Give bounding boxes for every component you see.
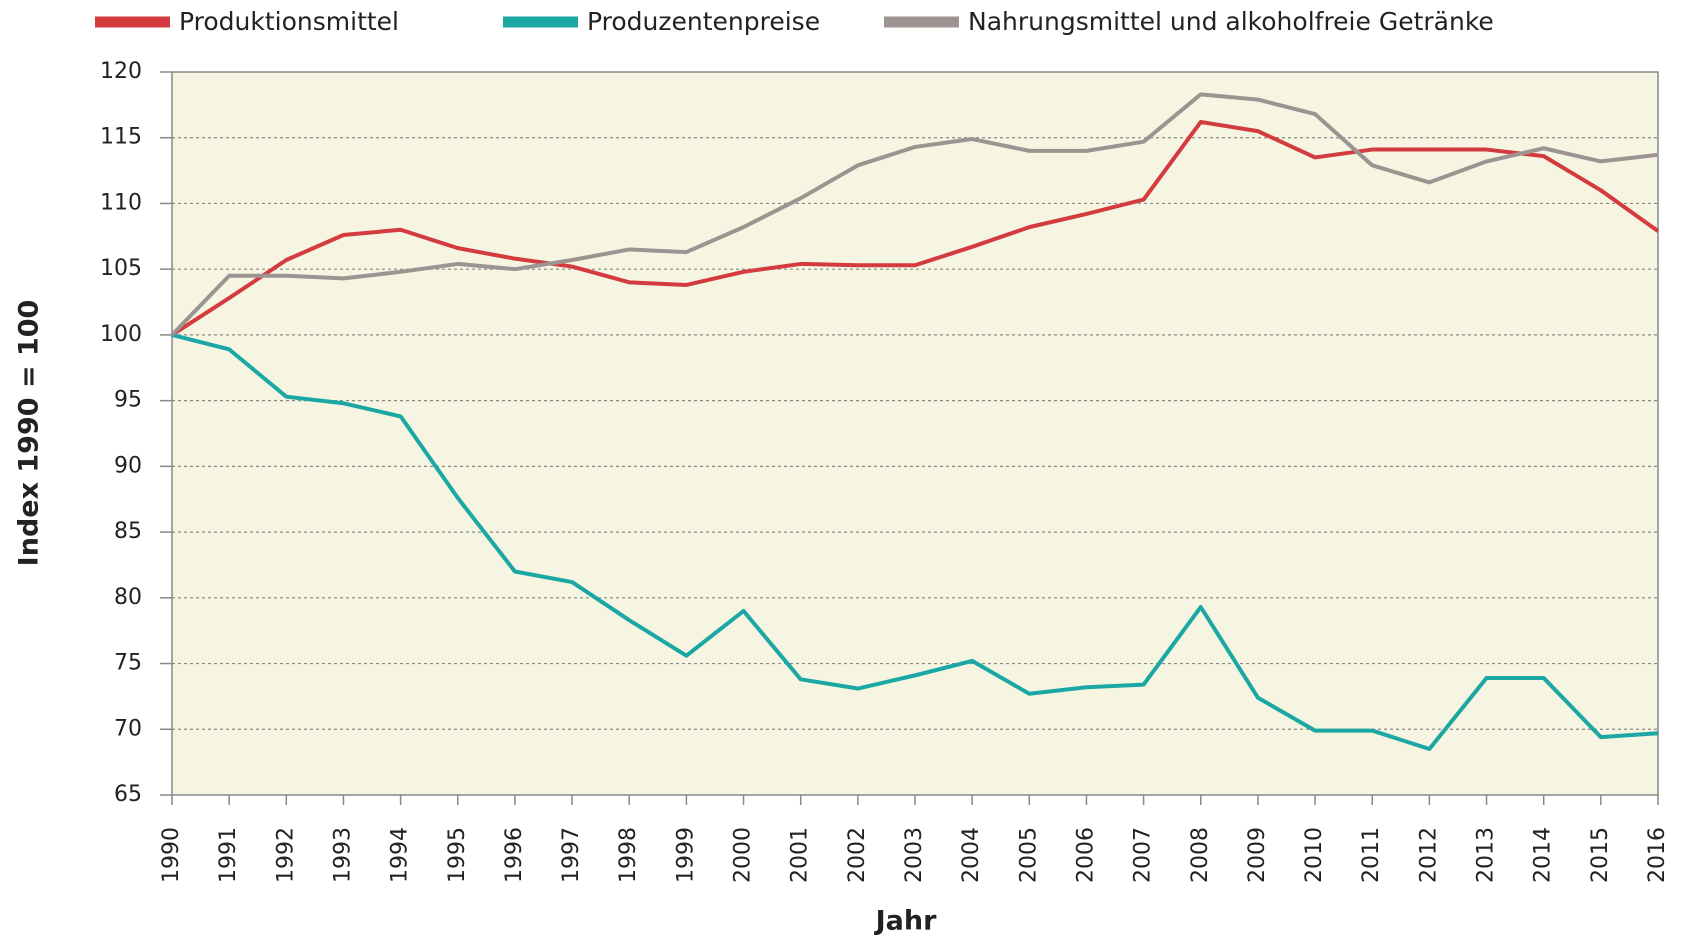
legend-text: Produzentenpreise bbox=[587, 7, 820, 36]
y-tick-label: 105 bbox=[100, 256, 142, 281]
x-tick-label: 2016 bbox=[1645, 827, 1670, 883]
data-line bbox=[170, 119, 1660, 337]
y-tick-label: 120 bbox=[100, 59, 142, 84]
x-tick-label: 1998 bbox=[616, 827, 641, 883]
y-tick-label: 65 bbox=[114, 782, 142, 807]
data-line bbox=[171, 332, 1659, 751]
x-tick-label: 1992 bbox=[273, 827, 298, 883]
x-tick-label: 2012 bbox=[1416, 827, 1441, 883]
x-axis-title: Jahr bbox=[874, 906, 937, 937]
x-tick-label: 2010 bbox=[1302, 827, 1327, 883]
y-tick-label: 75 bbox=[114, 651, 142, 676]
x-tick-label: 1996 bbox=[502, 827, 527, 883]
x-tick-label: 1999 bbox=[673, 827, 698, 883]
x-tick-label: 2001 bbox=[788, 827, 813, 883]
y-tick-label: 95 bbox=[114, 388, 142, 413]
y-tick-label: 100 bbox=[100, 322, 142, 347]
y-tick-label: 115 bbox=[100, 125, 142, 150]
x-tick-label: 1994 bbox=[388, 827, 413, 883]
data-line bbox=[170, 92, 1659, 337]
x-tick-label: 2009 bbox=[1245, 827, 1270, 883]
x-tick-label: 2004 bbox=[959, 827, 984, 883]
x-tick-label: 2015 bbox=[1588, 827, 1613, 883]
x-tick-label: 2005 bbox=[1016, 827, 1041, 883]
x-tick-label: 1990 bbox=[159, 827, 184, 883]
x-tick-label: 2000 bbox=[731, 827, 756, 883]
x-tick-label: 1991 bbox=[216, 827, 241, 883]
x-tick-label: 2007 bbox=[1131, 827, 1156, 883]
y-tick-label: 110 bbox=[100, 190, 142, 215]
plot-frame bbox=[171, 71, 1659, 796]
x-tick-label: 1995 bbox=[445, 827, 470, 883]
x-tick-label: 1997 bbox=[559, 827, 584, 883]
x-tick-label: 2003 bbox=[902, 827, 927, 883]
x-tick-label: 2014 bbox=[1531, 827, 1556, 883]
y-tick-label: 70 bbox=[114, 716, 142, 741]
y-tick-label: 80 bbox=[114, 585, 142, 610]
x-tick-label: 2008 bbox=[1188, 827, 1213, 883]
legend-text: Produktionsmittel bbox=[179, 7, 399, 36]
x-tick-label: 2002 bbox=[845, 827, 870, 883]
y-tick-label: 85 bbox=[114, 519, 142, 544]
x-tick-label: 2013 bbox=[1474, 827, 1499, 883]
y-axis-title: Index 1990 = 100 bbox=[14, 300, 45, 567]
y-tick-label: 90 bbox=[114, 453, 142, 478]
x-tick-label: 2006 bbox=[1073, 827, 1098, 883]
x-tick-label: 2011 bbox=[1359, 827, 1384, 883]
x-tick-label: 1993 bbox=[330, 827, 355, 883]
legend-text: Nahrungsmittel und alkoholfreie Getränke bbox=[968, 7, 1494, 36]
